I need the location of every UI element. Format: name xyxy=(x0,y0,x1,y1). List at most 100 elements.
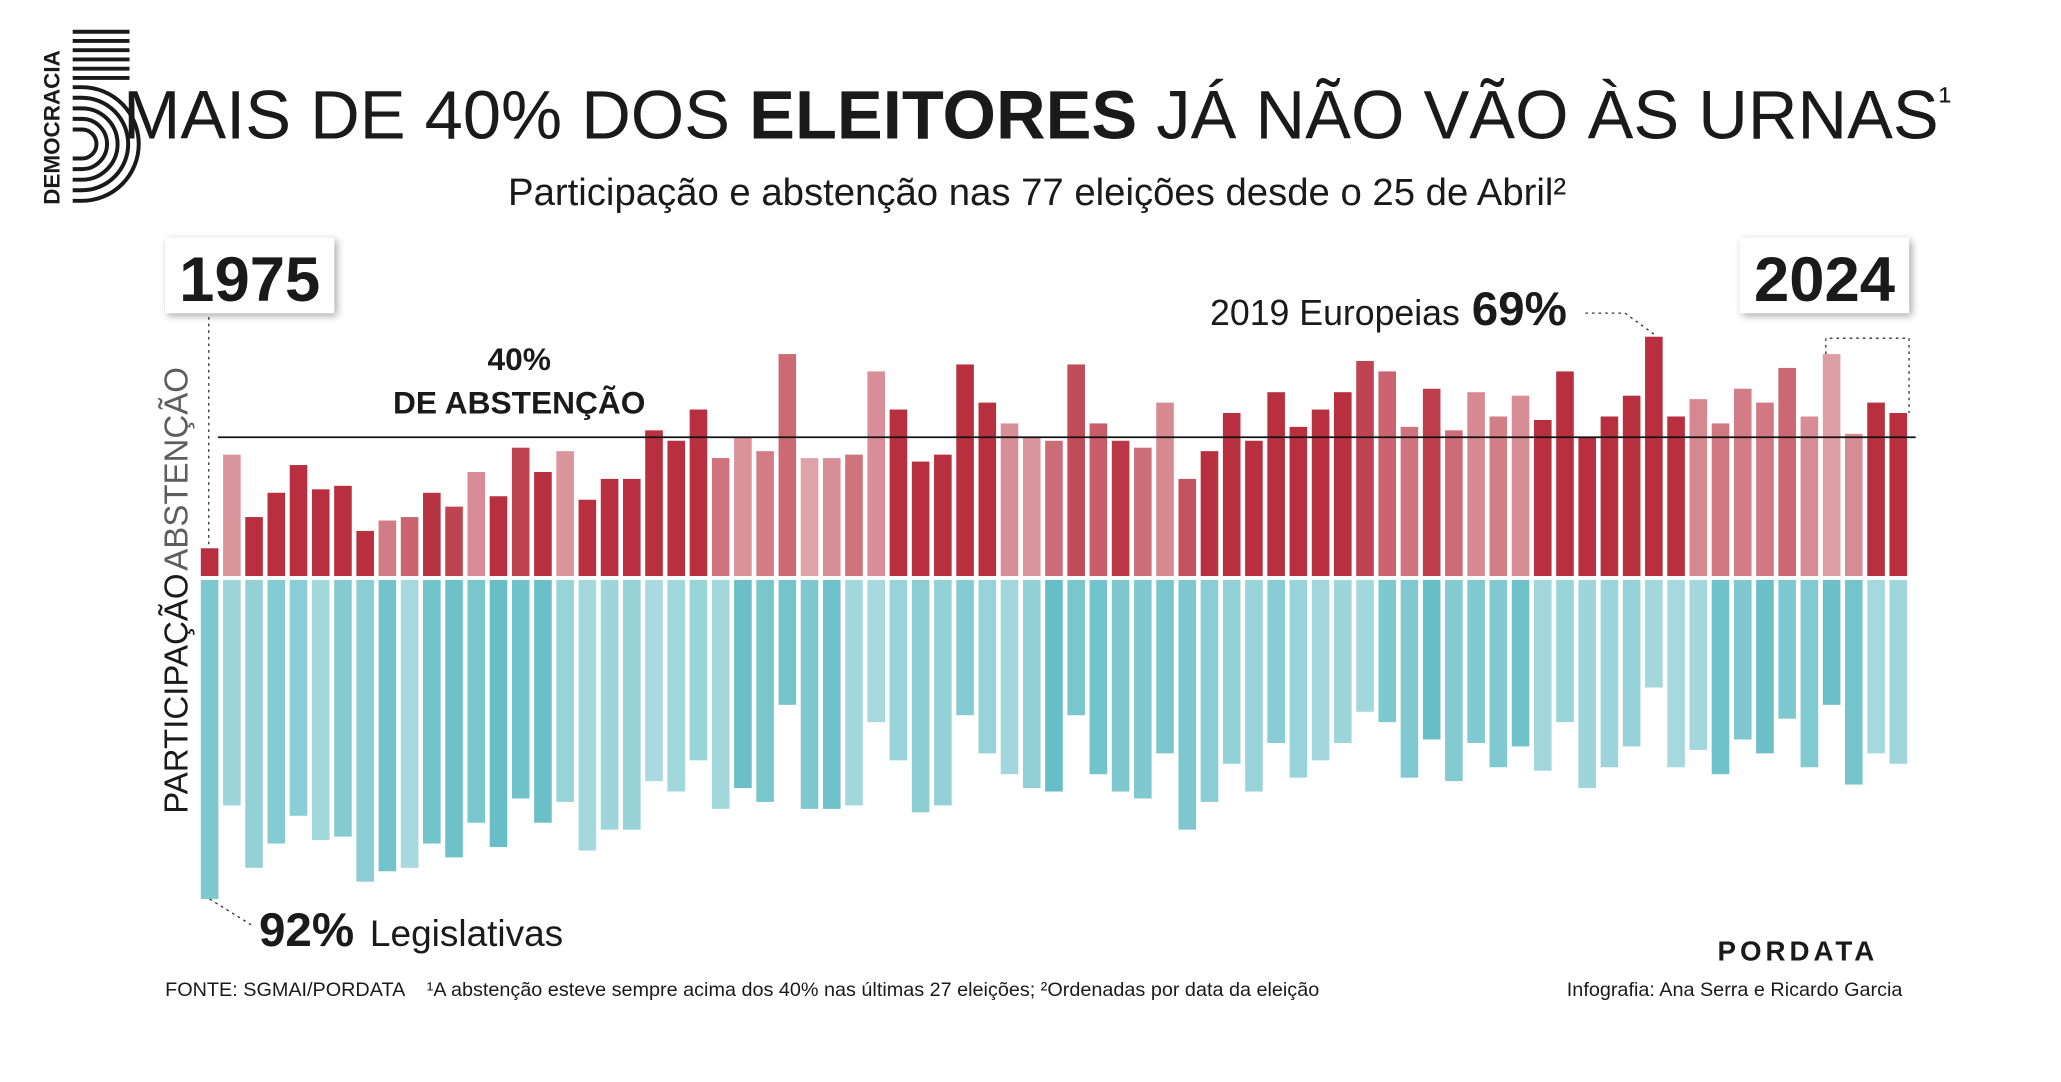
bar xyxy=(1178,478,1197,577)
bar xyxy=(400,517,419,577)
bar xyxy=(467,579,486,823)
bar xyxy=(445,579,463,858)
annotation: Legislativas xyxy=(370,913,563,954)
bar xyxy=(1645,336,1663,577)
bar xyxy=(356,579,374,882)
bar xyxy=(911,579,930,813)
bar xyxy=(1533,419,1552,577)
bar xyxy=(1578,437,1597,577)
bar xyxy=(1045,579,1063,792)
bar xyxy=(1556,579,1574,723)
bar xyxy=(756,579,774,802)
chart-subtitle: Participação e abstenção nas 77 eleições… xyxy=(508,171,1566,214)
bar xyxy=(1134,447,1152,577)
bar xyxy=(756,451,774,577)
bar xyxy=(1156,579,1174,754)
bar xyxy=(600,579,619,830)
title-part: MAIS DE 40% DOS xyxy=(123,77,749,154)
axis-label: ABSTENÇÃO xyxy=(158,367,195,571)
chart-title: MAIS DE 40% DOS ELEITORES JÁ NÃO VÃO ÀS … xyxy=(123,77,1951,154)
bar xyxy=(1556,371,1574,577)
title-part: ¹ xyxy=(1939,79,1951,120)
bar xyxy=(622,579,641,830)
bar xyxy=(1667,416,1685,577)
bar xyxy=(822,458,841,577)
bar xyxy=(578,499,597,577)
reference-label: 40% xyxy=(488,341,551,377)
bar xyxy=(734,579,752,789)
bar xyxy=(1333,579,1352,743)
bar xyxy=(1222,579,1241,764)
bar xyxy=(778,354,797,577)
bar xyxy=(1778,367,1796,577)
reference-label: DE ABSTENÇÃO xyxy=(393,385,645,421)
bar xyxy=(1000,423,1019,577)
bar xyxy=(822,579,841,809)
bar xyxy=(689,579,708,761)
bar xyxy=(1333,392,1352,577)
bar xyxy=(1445,430,1463,577)
leader xyxy=(1585,312,1655,335)
bar xyxy=(889,409,908,577)
bar xyxy=(1822,579,1841,705)
bar xyxy=(423,579,441,844)
bar xyxy=(1711,423,1730,577)
bar xyxy=(511,579,530,799)
title-part: ELEITORES xyxy=(749,77,1137,154)
bar xyxy=(911,461,930,577)
bar xyxy=(1111,440,1130,577)
source: FONTE: SGMAI/PORDATA xyxy=(165,979,406,1001)
bar xyxy=(1889,413,1908,577)
bar xyxy=(378,579,397,872)
bar xyxy=(622,478,641,577)
bar xyxy=(1311,579,1330,761)
bar xyxy=(667,579,686,792)
bar xyxy=(267,579,286,844)
bar xyxy=(378,520,397,577)
bar xyxy=(1600,416,1619,577)
bar xyxy=(1067,364,1085,577)
annotation: 2019 Europeias xyxy=(1210,293,1460,333)
bar xyxy=(1067,579,1085,716)
bar xyxy=(267,492,286,577)
bar xyxy=(1845,579,1863,785)
title-part: JÁ NÃO VÃO ÀS URNAS xyxy=(1137,77,1939,154)
bar xyxy=(934,579,952,806)
bar xyxy=(1489,416,1508,577)
bar xyxy=(1245,440,1263,577)
bar xyxy=(489,496,508,577)
x-tick-label: 2024 xyxy=(1754,245,1895,315)
bar xyxy=(1867,402,1885,577)
bar xyxy=(1578,579,1597,789)
notes: ¹A abstenção esteve sempre acima dos 40%… xyxy=(427,979,1319,1001)
bar xyxy=(1600,579,1619,768)
bar xyxy=(311,489,330,577)
axis-label: PARTICIPAÇÃO xyxy=(158,573,195,813)
bar xyxy=(1511,579,1530,747)
annotation-value: 92% xyxy=(259,904,354,957)
bar xyxy=(1200,451,1219,577)
bar xyxy=(1289,579,1308,778)
bar xyxy=(1533,579,1552,771)
bar xyxy=(1356,579,1374,712)
bar xyxy=(1378,579,1397,723)
bar xyxy=(1245,579,1263,792)
bar xyxy=(511,447,530,577)
bar xyxy=(311,579,330,841)
bar xyxy=(1111,579,1130,792)
bar xyxy=(1489,579,1508,768)
bar xyxy=(534,579,552,823)
bar xyxy=(1089,423,1108,577)
bar xyxy=(978,579,997,754)
bar xyxy=(289,465,308,577)
bar xyxy=(467,471,486,577)
bar xyxy=(1889,579,1908,764)
bar xyxy=(1400,426,1419,577)
bar xyxy=(956,579,974,716)
bar xyxy=(600,478,619,577)
bar xyxy=(1200,579,1219,802)
bar xyxy=(289,579,308,816)
logo: DEMOCRACIA xyxy=(39,29,141,205)
